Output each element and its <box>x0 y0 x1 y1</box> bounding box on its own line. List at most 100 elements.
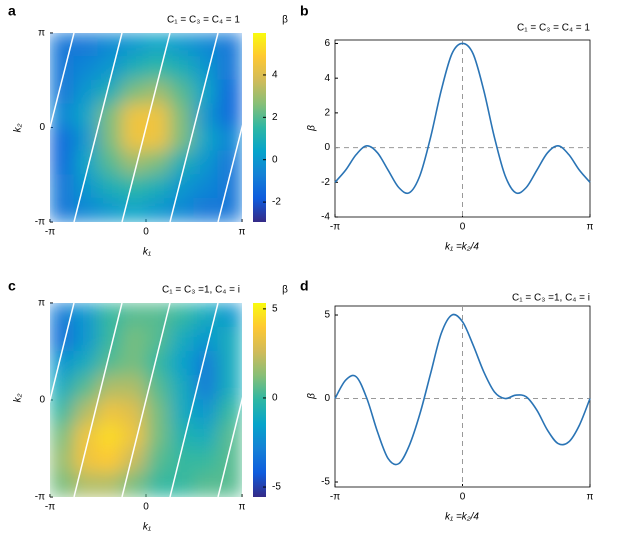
heatmap-cell <box>217 174 242 199</box>
heatmap-cell <box>169 375 195 401</box>
heatmap-cell <box>73 351 99 377</box>
panel-letter: c <box>8 278 16 294</box>
x-axis-label: k₁ =k₂/4 <box>445 242 479 253</box>
heatmap-cell <box>217 303 242 328</box>
y-tick-label: π <box>38 28 45 39</box>
heatmap <box>50 33 242 222</box>
x-tick-label: 0 <box>143 227 149 238</box>
y-tick-label: -4 <box>321 212 330 223</box>
colorbar-label: β <box>282 15 288 26</box>
heatmap-cell <box>217 56 242 81</box>
colorbar-tick-label: 4 <box>272 70 278 81</box>
panel-letter: d <box>300 278 309 294</box>
heatmap-cell <box>121 103 147 128</box>
heatmap-cell <box>145 127 171 152</box>
x-tick-label: 0 <box>143 502 149 513</box>
heatmap-cell <box>145 351 171 377</box>
y-tick-label: -π <box>35 492 45 503</box>
heatmap-cell <box>73 103 99 128</box>
x-tick-label: -π <box>330 492 340 503</box>
line-series <box>334 42 591 195</box>
y-axis-label: β <box>307 125 318 132</box>
panel-letter: a <box>8 3 16 19</box>
heatmap-cell <box>50 375 75 401</box>
heatmap-cell <box>193 399 219 425</box>
heatmap-cell <box>97 351 123 377</box>
heatmap-cell <box>217 423 242 449</box>
panel-title: C₁ = C₃ = C₄ = 1 <box>167 15 240 26</box>
heatmap-cell <box>121 150 147 176</box>
y-tick-label: 0 <box>39 122 45 133</box>
heatmap-cell <box>121 303 147 328</box>
heatmap-cell <box>145 174 171 199</box>
heatmap-cell <box>73 448 99 474</box>
y-axis-label: k₂ <box>13 393 24 402</box>
heatmap-cell <box>193 150 219 176</box>
panel-letter: b <box>300 3 309 19</box>
heatmap-cell <box>193 448 219 474</box>
colorbar-tick-label: -5 <box>272 482 281 493</box>
heatmap-cell <box>121 79 147 105</box>
y-tick-label: -π <box>35 217 45 228</box>
heatmap-cell <box>121 326 147 352</box>
heatmap-cell <box>121 375 147 401</box>
heatmap-cell <box>193 56 219 81</box>
heatmap-cell <box>50 127 75 152</box>
heatmap-cell <box>169 303 195 328</box>
heatmap-cell <box>217 375 242 401</box>
colorbar-tick-label: 2 <box>272 112 278 123</box>
colorbar <box>253 303 266 497</box>
heatmap-cell <box>217 399 242 425</box>
heatmap-cell <box>73 375 99 401</box>
heatmap-cell <box>169 423 195 449</box>
heatmap-cell <box>97 423 123 449</box>
heatmap-cell <box>217 326 242 352</box>
heatmap-cell <box>50 197 75 222</box>
y-tick-label: 0 <box>324 393 330 404</box>
heatmap-cell <box>50 423 75 449</box>
heatmap-cell <box>217 150 242 176</box>
heatmap-cell <box>193 127 219 152</box>
guide-line <box>50 303 75 404</box>
heatmap-cell <box>145 399 171 425</box>
x-tick-label: π <box>587 222 594 233</box>
guide-line <box>217 124 242 222</box>
heatmap-cell <box>121 56 147 81</box>
y-tick-label: -5 <box>321 477 330 488</box>
plot-frame <box>334 39 591 218</box>
heatmap-cell <box>50 103 75 128</box>
guide-line <box>169 33 219 222</box>
y-tick-label: π <box>38 298 45 309</box>
y-tick-label: 5 <box>324 310 330 321</box>
heatmap-cell <box>217 33 242 58</box>
heatmap-cell <box>50 448 75 474</box>
heatmap-cell <box>169 150 195 176</box>
x-tick-label: 0 <box>460 222 466 233</box>
x-axis-label: k₁ <box>143 522 151 533</box>
guide-line <box>73 303 123 497</box>
heatmap-cell <box>145 79 171 105</box>
heatmap-cell <box>217 351 242 377</box>
heatmap-cell <box>169 326 195 352</box>
guide-line <box>121 303 171 497</box>
heatmap-cell <box>121 351 147 377</box>
heatmap-cell <box>73 150 99 176</box>
heatmap-cell <box>121 174 147 199</box>
x-tick-label: 0 <box>460 492 466 503</box>
heatmap-cell <box>145 56 171 81</box>
heatmap-cell <box>97 56 123 81</box>
y-tick-label: 6 <box>324 38 330 49</box>
guide-line <box>73 33 123 222</box>
heatmap-cell <box>97 472 123 497</box>
x-tick-label: π <box>587 492 594 503</box>
panel-title: C₁ = C₃ =1, C₄ = i <box>512 293 590 304</box>
heatmap-cell <box>145 472 171 497</box>
heatmap-cell <box>169 448 195 474</box>
x-axis-label: k₁ =k₂/4 <box>445 512 479 523</box>
x-tick-label: -π <box>330 222 340 233</box>
heatmap-cell <box>193 423 219 449</box>
heatmap-cell <box>97 326 123 352</box>
y-tick-label: -2 <box>321 177 330 188</box>
heatmap-cell <box>145 448 171 474</box>
guide-line <box>50 33 75 131</box>
